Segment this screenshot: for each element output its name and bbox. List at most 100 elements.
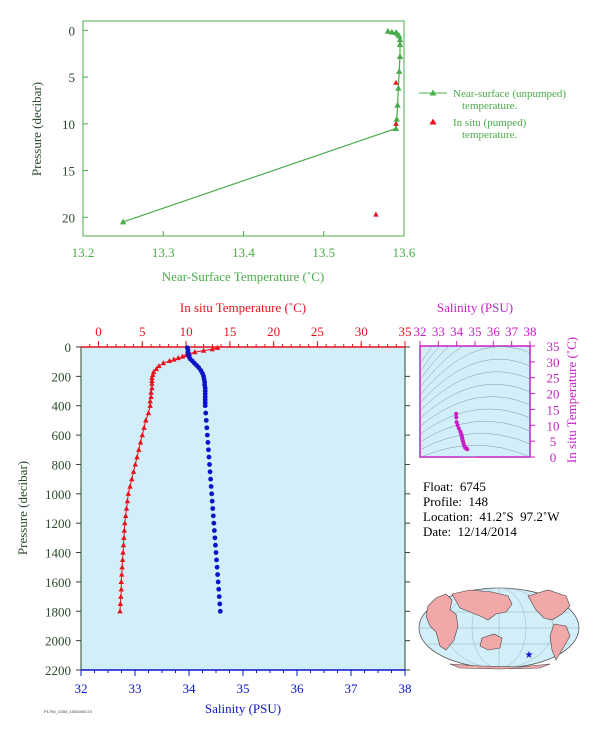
top-x-axis-label: Near-Surface Temperature (˚C)	[162, 269, 324, 284]
salinity-point	[211, 520, 217, 526]
density-contour	[420, 384, 530, 419]
ts-y-tick-label: 5	[550, 434, 557, 449]
top-legend: Near-surface (unpumped) temperature. In …	[419, 88, 566, 141]
temperature-point	[160, 360, 167, 366]
salinity-point	[212, 535, 218, 541]
pressure-tick-label: 1400	[45, 546, 71, 561]
density-contour	[420, 371, 530, 411]
pressure-tick-label: 0	[65, 340, 72, 355]
salinity-tick-label: 37	[345, 681, 359, 696]
density-contour	[420, 346, 450, 380]
near-surface-point	[392, 125, 400, 131]
temperature-point	[149, 380, 155, 386]
temperature-point	[130, 468, 137, 474]
salinity-point	[214, 564, 220, 570]
salinity-axis-label: Salinity (PSU)	[205, 701, 281, 716]
salinity-point	[207, 462, 212, 467]
in-situ-point	[393, 120, 399, 126]
salinity-point	[203, 410, 209, 416]
density-contour	[457, 456, 481, 457]
salinity-point	[216, 586, 222, 592]
temperature-point	[124, 498, 131, 504]
temperature-point	[175, 355, 181, 361]
temperature-point	[143, 417, 149, 423]
land-asia	[451, 589, 513, 621]
temperature-point	[117, 608, 123, 614]
density-contour	[420, 444, 530, 457]
salinity-point	[209, 491, 215, 497]
ts-point	[454, 420, 459, 425]
temperature-point	[147, 398, 153, 404]
date: Date: 12/14/2014	[423, 524, 517, 539]
salinity-point	[205, 440, 211, 445]
near-surface-point	[388, 28, 396, 35]
top-x-tick-label: 13.4	[232, 245, 255, 260]
top-y-tick-label: 5	[69, 70, 76, 85]
salinity-point	[210, 506, 216, 511]
ts-point	[455, 423, 460, 428]
salinity-tick-label: 36	[291, 681, 305, 696]
salinity-point	[214, 557, 219, 563]
salinity-point	[204, 432, 210, 438]
ts-y-tick-label: 35	[547, 339, 560, 354]
star-icon: ★	[525, 650, 534, 661]
ts-point	[454, 415, 459, 420]
temperature-point	[150, 368, 157, 375]
location: Location: 41.2˚S 97.2˚W	[423, 509, 560, 524]
ts-y-tick-label: 30	[547, 355, 560, 370]
temperature-point	[147, 402, 153, 408]
pressure-ticks: 0 200 400 600 800 1000 1200 1400 1600 1800 2000 220…	[45, 340, 410, 678]
top-x-tick-label: 13.6	[393, 245, 416, 260]
legend-green-label-line2: temperature.	[462, 100, 518, 112]
temperature-point	[200, 347, 207, 353]
pressure-tick-label: 2200	[45, 663, 71, 678]
ts-y-tick-label: 10	[547, 418, 560, 433]
near-surface-point	[396, 53, 404, 59]
pressure-axis-label: Pressure (decibar)	[15, 461, 30, 555]
ts-point	[456, 426, 461, 431]
land-africa-europe	[425, 593, 459, 651]
near-surface-point	[394, 101, 401, 108]
salinity-tick-label: 32	[75, 681, 88, 696]
top-series-group	[119, 27, 404, 225]
float-id: Float: 6745	[423, 479, 486, 494]
salinity-point	[215, 572, 221, 577]
ts-points-group	[454, 411, 470, 452]
temperature-point	[149, 374, 155, 380]
ts-point	[465, 447, 470, 452]
top-y-ticks: 0 5 10 15 20	[62, 23, 88, 225]
temperature-point	[123, 505, 130, 511]
temperature-point	[156, 363, 162, 369]
salinity-point	[208, 484, 214, 489]
land-south-america	[549, 623, 571, 661]
ts-x-tick-label: 34	[450, 324, 464, 339]
temperature-point	[136, 446, 142, 452]
ts-y-tick-label: 20	[547, 387, 560, 402]
salinity-point	[211, 528, 217, 533]
ts-y-tick-label: 0	[550, 450, 557, 465]
near-surface-temperature-chart: 13.2 13.3 13.4 13.5 13.6 0 5 10 15 20 Near-Surfa…	[29, 20, 566, 284]
in-situ-point	[393, 79, 399, 85]
temperature-tick-label: 30	[355, 324, 368, 339]
temperature-point	[119, 564, 125, 570]
temperature-axis-label: In situ Temperature (˚C)	[180, 300, 306, 315]
pressure-tick-label: 600	[52, 428, 72, 443]
salinity-point	[210, 513, 216, 519]
temperature-point	[148, 389, 154, 395]
ts-x-tick-label: 33	[432, 324, 445, 339]
world-map: ★	[418, 587, 580, 670]
profile-number: Profile: 148	[423, 494, 488, 509]
top-x-tick-label: 13.5	[312, 245, 335, 260]
temperature-point	[127, 483, 133, 489]
density-contour	[420, 359, 530, 404]
temperature-point	[120, 542, 127, 548]
temperature-point	[139, 432, 145, 438]
near-surface-point	[119, 218, 127, 225]
legend-red-triangle	[429, 118, 437, 125]
ts-x-ticks: 32 33 34 35 36 37 38	[414, 324, 537, 346]
top-y-axis-label: Pressure (decibar)	[29, 82, 44, 176]
pressure-tick-label: 1800	[45, 604, 71, 619]
salinity-point	[216, 594, 222, 599]
salinity-point	[203, 418, 209, 423]
